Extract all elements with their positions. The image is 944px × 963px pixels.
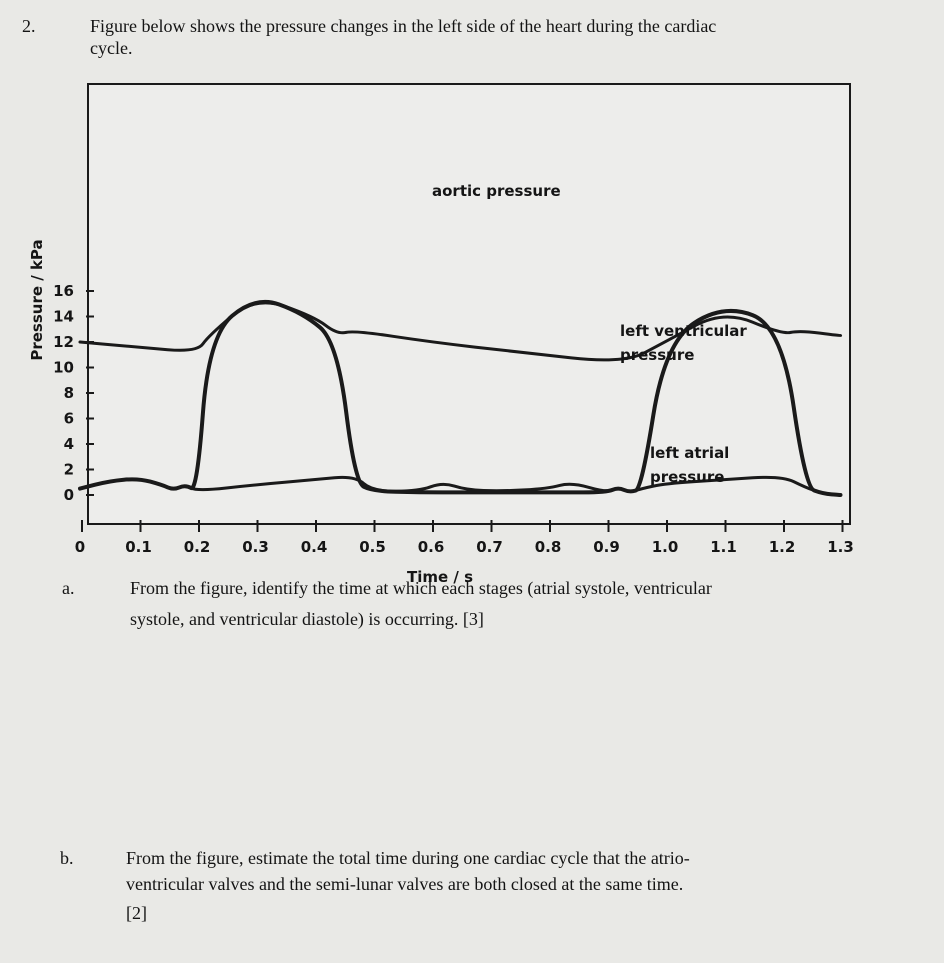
part-a-line2: systole, and ventricular diastole) is oc… [130,609,484,629]
y-tick-label: 10 [53,359,74,377]
plot-background [87,83,851,525]
annotation-la-pressure: pressure [650,468,724,486]
x-tick-label: 1.1 [710,538,737,556]
y-axis-ticks: 0 2 4 6 8 10 12 14 16 [53,282,94,504]
x-tick-label: 1.3 [827,538,854,556]
x-tick-label: 0.8 [535,538,562,556]
x-axis-title: Time / s [407,568,473,586]
y-tick-label: 8 [64,384,74,402]
x-tick-label: 0.2 [184,538,211,556]
x-axis-ticks: 0 0.1 0.2 0.3 0.4 0.5 0.6 0.7 0.8 0.9 1.0 1.1 1.2 1.3 [75,520,854,556]
y-tick-label: 6 [64,410,74,428]
x-tick-label: 0.5 [359,538,386,556]
y-tick-label: 12 [53,333,74,351]
x-tick-label: 0.3 [242,538,269,556]
x-tick-label: 1.2 [769,538,796,556]
part-a-line1: From the figure, identify the time at wh… [130,578,712,598]
question-intro-line1: Figure below shows the pressure changes … [90,16,717,36]
annotation-left-atrial: left atrial [650,444,729,462]
series-lines [78,300,843,498]
left-atrial-pressure-line [78,475,842,497]
x-tick-label: 0.6 [418,538,445,556]
part-b-label: b. [60,848,74,868]
annotation-left-ventricular: left ventricular [620,322,747,340]
x-tick-label: 0.7 [476,538,503,556]
x-tick-label: 0 [75,538,85,556]
x-tick-label: 0.1 [125,538,152,556]
y-axis-title: Pressure / kPa [28,239,46,360]
pressure-chart: 0 2 4 6 8 10 12 14 16 0 0.1 0.2 0.3 0.4 0.5 0.6 0.7 0.8 0… [28,83,854,586]
annotation-aortic-pressure: aortic pressure [432,182,561,200]
y-tick-label: 2 [64,461,74,479]
part-b-line2: ventricular valves and the semi-lunar va… [126,874,684,894]
y-tick-label: 14 [53,308,74,326]
y-tick-label: 16 [53,282,74,300]
aortic-pressure-line [78,301,842,362]
question-intro-line2: cycle. [90,38,133,58]
x-tick-label: 0.4 [301,538,328,556]
x-tick-label: 1.0 [652,538,679,556]
part-a-label: a. [62,578,75,598]
y-tick-label: 0 [64,486,74,504]
y-tick-label: 4 [64,435,74,453]
question-number: 2. [22,16,36,36]
x-tick-label: 0.9 [593,538,620,556]
annotation-lv-pressure: pressure [620,346,694,364]
part-b-line1: From the figure, estimate the total time… [126,848,690,868]
part-b-line3: [2] [126,903,147,923]
